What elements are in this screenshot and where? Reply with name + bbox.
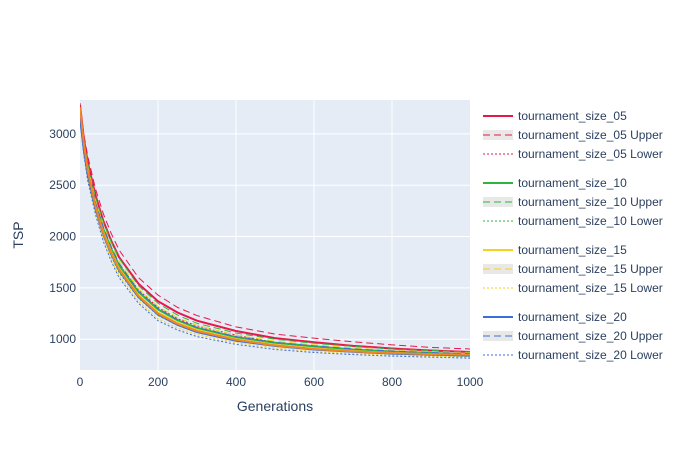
series-line xyxy=(80,118,470,358)
legend-item[interactable]: tournament_size_10 xyxy=(483,176,627,190)
legend-item[interactable]: tournament_size_15 Lower xyxy=(483,281,663,295)
series-line xyxy=(80,107,470,356)
legend-item[interactable]: tournament_size_10 Upper xyxy=(483,195,663,209)
legend-label: tournament_size_10 Upper xyxy=(518,195,663,209)
legend-label: tournament_size_15 xyxy=(518,243,627,257)
y-axis-title: TSP xyxy=(10,221,26,248)
legend-label: tournament_size_05 Lower xyxy=(518,147,663,161)
y-tick-label: 2500 xyxy=(49,178,76,192)
x-tick-label: 200 xyxy=(148,375,168,389)
legend-label: tournament_size_05 Upper xyxy=(518,128,663,142)
y-tick-label: 2000 xyxy=(49,230,76,244)
grid-lines xyxy=(80,100,470,370)
y-tick-label: 1500 xyxy=(49,281,76,295)
y-tick-label: 3000 xyxy=(49,127,76,141)
legend-item[interactable]: tournament_size_10 Lower xyxy=(483,214,663,228)
legend-item[interactable]: tournament_size_20 xyxy=(483,310,627,324)
legend-label: tournament_size_20 xyxy=(518,310,627,324)
x-axis-title: Generations xyxy=(237,398,313,414)
series-line xyxy=(80,103,470,350)
x-tick-label: 800 xyxy=(382,375,402,389)
x-tick-label: 1000 xyxy=(457,375,484,389)
legend-label: tournament_size_05 xyxy=(518,109,627,123)
series-lines xyxy=(80,103,470,359)
y-tick-label: 1000 xyxy=(49,332,76,346)
legend-item[interactable]: tournament_size_05 Upper xyxy=(483,128,663,142)
x-tick-label: 400 xyxy=(226,375,246,389)
legend-item[interactable]: tournament_size_15 Upper xyxy=(483,262,663,276)
legend-item[interactable]: tournament_size_05 Lower xyxy=(483,147,663,161)
legend[interactable]: tournament_size_05 tournament_size_05 Upp… xyxy=(483,109,663,362)
x-tick-label: 600 xyxy=(304,375,324,389)
legend-label: tournament_size_10 xyxy=(518,176,627,190)
plot-background xyxy=(80,100,470,370)
legend-item[interactable]: tournament_size_20 Upper xyxy=(483,329,663,343)
legend-item[interactable]: tournament_size_05 xyxy=(483,109,627,123)
series-line xyxy=(80,110,470,353)
legend-label: tournament_size_20 Lower xyxy=(518,348,663,362)
legend-item[interactable]: tournament_size_20 Lower xyxy=(483,348,663,362)
tick-labels: 0 200 400 600 800 1000 1000 1500 2000 2500 3000 xyxy=(49,127,483,389)
series-line xyxy=(80,120,470,359)
legend-label: tournament_size_15 Lower xyxy=(518,281,663,295)
legend-label: tournament_size_15 Upper xyxy=(518,262,663,276)
legend-label: tournament_size_20 Upper xyxy=(518,329,663,343)
legend-label: tournament_size_10 Lower xyxy=(518,214,663,228)
x-tick-label: 0 xyxy=(77,375,84,389)
legend-item[interactable]: tournament_size_15 xyxy=(483,243,627,257)
